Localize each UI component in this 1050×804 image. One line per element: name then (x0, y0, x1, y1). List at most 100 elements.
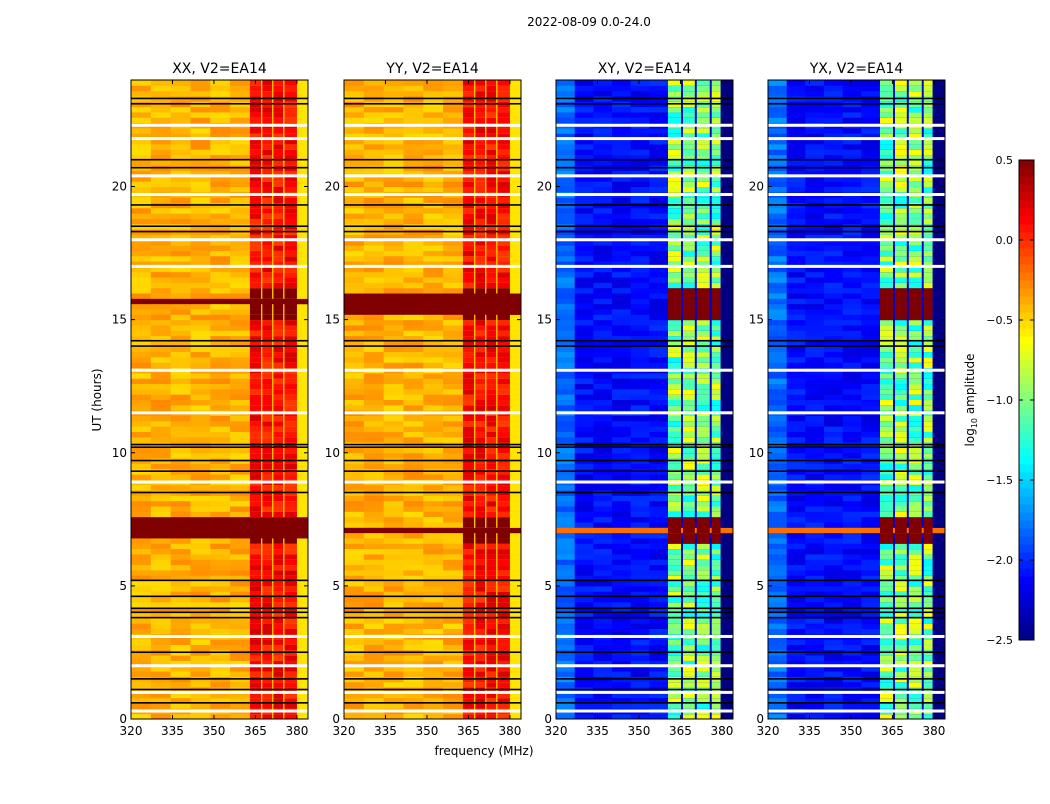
heatmap-cell (631, 181, 650, 187)
heatmap-cell (712, 277, 721, 283)
heatmap-cell (423, 549, 443, 555)
heatmap-cell (510, 112, 521, 118)
heatmap-cell (443, 373, 463, 379)
heatmap-cell (556, 357, 575, 363)
heatmap-cell (210, 565, 230, 571)
heatmap-cell (697, 415, 710, 421)
heatmap-cell (364, 309, 384, 315)
heatmap-cell (712, 80, 721, 86)
heatmap-cell (463, 218, 474, 224)
heatmap-cell (712, 703, 721, 709)
heatmap-cell (575, 160, 594, 166)
flagged-row-black (131, 460, 308, 462)
heatmap-cell (475, 506, 485, 512)
heatmap-cell (262, 655, 272, 661)
heatmap-cell (190, 245, 210, 251)
heatmap-cell (475, 597, 485, 603)
heatmap-cell (668, 405, 681, 411)
heatmap-cell (475, 682, 485, 688)
heatmap-cell (463, 91, 474, 97)
heatmap-cell (230, 400, 250, 406)
heatmap-cell (403, 426, 423, 432)
heatmap-cell (171, 160, 191, 166)
heatmap-cell (364, 533, 384, 539)
heatmap-cell (190, 485, 210, 491)
heatmap-cell (297, 288, 308, 294)
heatmap-cell (612, 671, 631, 677)
flagged-row-black (344, 446, 521, 448)
heatmap-cell (497, 554, 509, 560)
heatmap-cell (631, 474, 650, 480)
heatmap-cell (880, 570, 893, 576)
flagged-row-black (131, 446, 308, 448)
heatmap-cell (612, 405, 631, 411)
heatmap-cell (475, 181, 485, 187)
heatmap-cell (787, 554, 806, 560)
heatmap-cell (649, 304, 668, 310)
heatmap-cell (273, 517, 283, 523)
heatmap-cell (612, 581, 631, 587)
heatmap-cell (697, 197, 710, 203)
heatmap-cell (722, 682, 733, 688)
heatmap-cell (443, 623, 463, 629)
heatmap-cell (463, 149, 474, 155)
heatmap-cell (649, 453, 668, 459)
heatmap-cell (697, 293, 710, 299)
heatmap-cell (934, 628, 945, 634)
heatmap-cell (510, 144, 521, 150)
heatmap-cell (131, 373, 151, 379)
heatmap-cell (475, 618, 485, 624)
heatmap-cell (262, 373, 272, 379)
heatmap-cell (131, 213, 151, 219)
y-tick-label: 5 (119, 579, 127, 593)
heatmap-cell (612, 357, 631, 363)
heatmap-cell (403, 107, 423, 113)
heatmap-cell (486, 522, 496, 528)
heatmap-cell (722, 250, 733, 256)
heatmap-cell (612, 352, 631, 358)
heatmap-cell (443, 107, 463, 113)
heatmap-cell (250, 400, 261, 406)
heatmap-cell (683, 570, 695, 576)
flagged-row-white (344, 710, 521, 713)
heatmap-cell (403, 384, 423, 390)
heatmap-cell (631, 346, 650, 352)
flagged-row-black (131, 608, 308, 610)
heatmap-cell (171, 453, 191, 459)
heatmap-cell (668, 272, 681, 278)
heatmap-cell (230, 250, 250, 256)
heatmap-cell (486, 400, 496, 406)
heatmap-cell (297, 565, 308, 571)
heatmap-cell (297, 304, 308, 310)
heatmap-cell (403, 565, 423, 571)
heatmap-cell (250, 517, 261, 523)
heatmap-cell (556, 628, 575, 634)
heatmap-cell (364, 256, 384, 262)
heatmap-cell (486, 298, 496, 304)
heatmap-cell (423, 181, 443, 187)
heatmap-cell (284, 389, 296, 395)
heatmap-cell (443, 703, 463, 709)
heatmap-cell (722, 160, 733, 166)
heatmap-cell (364, 117, 384, 123)
heatmap-cell (697, 405, 710, 411)
heatmap-cell (463, 639, 474, 645)
heatmap-cell (262, 618, 272, 624)
heatmap-cell (649, 533, 668, 539)
heatmap-cell (805, 618, 824, 624)
heatmap-cell (230, 357, 250, 363)
heatmap-cell (593, 213, 612, 219)
heatmap-cell (843, 522, 862, 528)
heatmap-cell (575, 517, 594, 523)
heatmap-cell (593, 426, 612, 432)
heatmap-cell (934, 559, 945, 565)
heatmap-cell (443, 330, 463, 336)
flagged-row-black (131, 444, 308, 446)
heatmap-cell (712, 549, 721, 555)
heatmap-cell (344, 384, 364, 390)
heatmap-cell (683, 389, 695, 395)
heatmap-cell (697, 506, 710, 512)
heatmap-cell (649, 506, 668, 512)
heatmap-cell (210, 453, 230, 459)
